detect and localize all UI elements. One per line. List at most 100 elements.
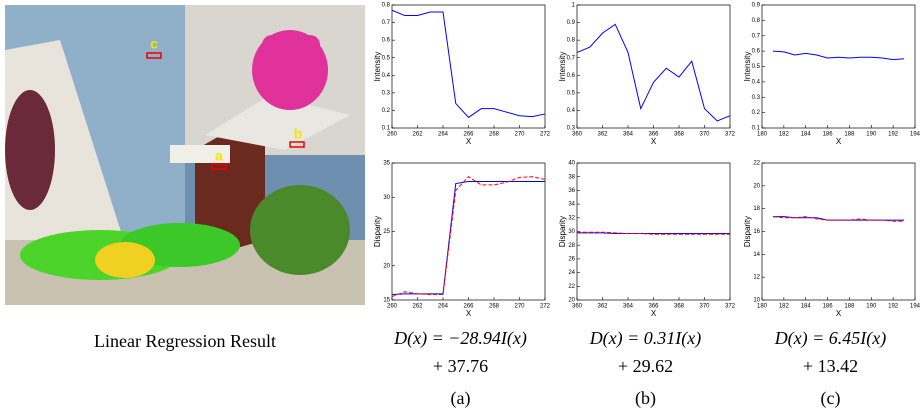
plot-frame [577, 163, 730, 300]
y-tick-label: 0.3 [567, 126, 576, 132]
point-label: b [294, 126, 303, 142]
x-tick-label: 188 [844, 304, 855, 310]
point-label: a [215, 148, 223, 164]
y-tick-label: 0.5 [752, 64, 761, 70]
x-tick-label: 362 [597, 304, 608, 310]
x-tick-label: 190 [866, 132, 877, 138]
x-tick-label: 372 [725, 304, 736, 310]
equation: + 13.42 [803, 356, 858, 376]
y-tick-label: 20 [383, 263, 390, 269]
x-tick-label: 364 [623, 304, 634, 310]
y-axis-label: Disparity [743, 216, 752, 247]
x-tick-label: 272 [540, 304, 551, 310]
y-tick-label: 32 [568, 215, 575, 221]
y-tick-label: 0.3 [752, 95, 761, 101]
equation: + 29.62 [618, 356, 673, 376]
y-tick-label: 0.5 [567, 90, 576, 96]
y-tick-label: 26 [568, 256, 575, 262]
plot-frame [392, 163, 545, 300]
x-tick-label: 186 [823, 132, 834, 138]
y-tick-label: 12 [753, 275, 760, 281]
photo: a b c [5, 5, 365, 305]
x-tick-label: 184 [801, 132, 812, 138]
y-tick-label: 0.2 [752, 110, 761, 116]
figure: a b c Linear Regression Result 260262264… [0, 0, 924, 408]
y-tick-label: 0.4 [567, 108, 576, 114]
x-tick-label: 368 [674, 132, 685, 138]
plot-frame [762, 5, 915, 128]
y-tick-label: 36 [568, 188, 575, 194]
x-tick-label: 268 [489, 304, 500, 310]
y-tick-label: 0.7 [567, 55, 576, 61]
y-axis-label: Intensity [743, 52, 752, 82]
x-tick-label: 370 [699, 132, 710, 138]
y-tick-label: 0.1 [382, 126, 391, 132]
x-tick-label: 194 [910, 132, 921, 138]
x-tick-label: 264 [438, 304, 449, 310]
y-tick-label: 0.3 [382, 90, 391, 96]
x-tick-label: 180 [757, 132, 768, 138]
y-tick-label: 40 [568, 161, 575, 167]
y-tick-label: 14 [753, 252, 760, 258]
x-tick-label: 368 [674, 304, 685, 310]
y-tick-label: 0.9 [752, 3, 761, 9]
x-tick-label: 194 [910, 304, 921, 310]
x-tick-label: 272 [540, 132, 551, 138]
x-axis-label: X [651, 309, 657, 318]
x-axis-label: X [466, 309, 472, 318]
y-tick-label: 30 [568, 229, 575, 235]
x-axis-label: X [651, 137, 657, 146]
x-axis-label: X [466, 137, 472, 146]
x-tick-label: 182 [779, 304, 790, 310]
plot-frame [762, 163, 915, 300]
panel-label: (b) [635, 388, 656, 408]
y-tick-label: 0.1 [752, 126, 761, 132]
x-tick-label: 364 [623, 132, 634, 138]
y-tick-label: 0.8 [382, 3, 391, 9]
equation: + 37.76 [433, 356, 488, 376]
y-tick-label: 0.5 [382, 55, 391, 61]
y-tick-label: 30 [383, 195, 390, 201]
plot-frame [392, 5, 545, 128]
y-tick-label: 0.8 [567, 38, 576, 44]
y-axis-label: Disparity [373, 216, 382, 247]
x-tick-label: 192 [888, 132, 899, 138]
x-tick-label: 360 [572, 304, 583, 310]
x-tick-label: 182 [779, 132, 790, 138]
point-label: c [150, 36, 158, 52]
y-tick-label: 10 [753, 298, 760, 304]
x-tick-label: 360 [572, 132, 583, 138]
y-tick-label: 38 [568, 174, 575, 180]
y-tick-label: 0.4 [382, 73, 391, 79]
y-tick-label: 24 [568, 270, 575, 276]
x-axis-label: X [836, 137, 842, 146]
x-tick-label: 268 [489, 132, 500, 138]
y-axis-label: Disparity [558, 216, 567, 247]
y-tick-label: 0.8 [752, 18, 761, 24]
caption: Linear Regression Result [94, 331, 276, 351]
equation: D(x) = −28.94I(x) [393, 328, 527, 349]
x-tick-label: 362 [597, 132, 608, 138]
y-axis-label: Intensity [373, 52, 382, 82]
x-tick-label: 370 [699, 304, 710, 310]
x-tick-label: 186 [823, 304, 834, 310]
equation: D(x) = 6.45I(x) [774, 328, 887, 349]
x-tick-label: 192 [888, 304, 899, 310]
y-tick-label: 18 [753, 206, 760, 212]
panel-label: (a) [451, 388, 471, 408]
y-tick-label: 28 [568, 243, 575, 249]
x-tick-label: 264 [438, 132, 449, 138]
panel-label: (c) [821, 388, 841, 408]
x-tick-label: 262 [412, 304, 423, 310]
x-tick-label: 260 [387, 132, 398, 138]
y-tick-label: 0.6 [382, 38, 391, 44]
y-tick-label: 22 [753, 161, 760, 167]
y-tick-label: 20 [568, 298, 575, 304]
y-tick-label: 0.2 [382, 108, 391, 114]
y-axis-label: Intensity [558, 52, 567, 82]
x-tick-label: 262 [412, 132, 423, 138]
y-tick-label: 0.6 [567, 73, 576, 79]
y-tick-label: 15 [383, 298, 390, 304]
y-tick-label: 34 [568, 202, 575, 208]
y-tick-label: 0.4 [752, 79, 761, 85]
